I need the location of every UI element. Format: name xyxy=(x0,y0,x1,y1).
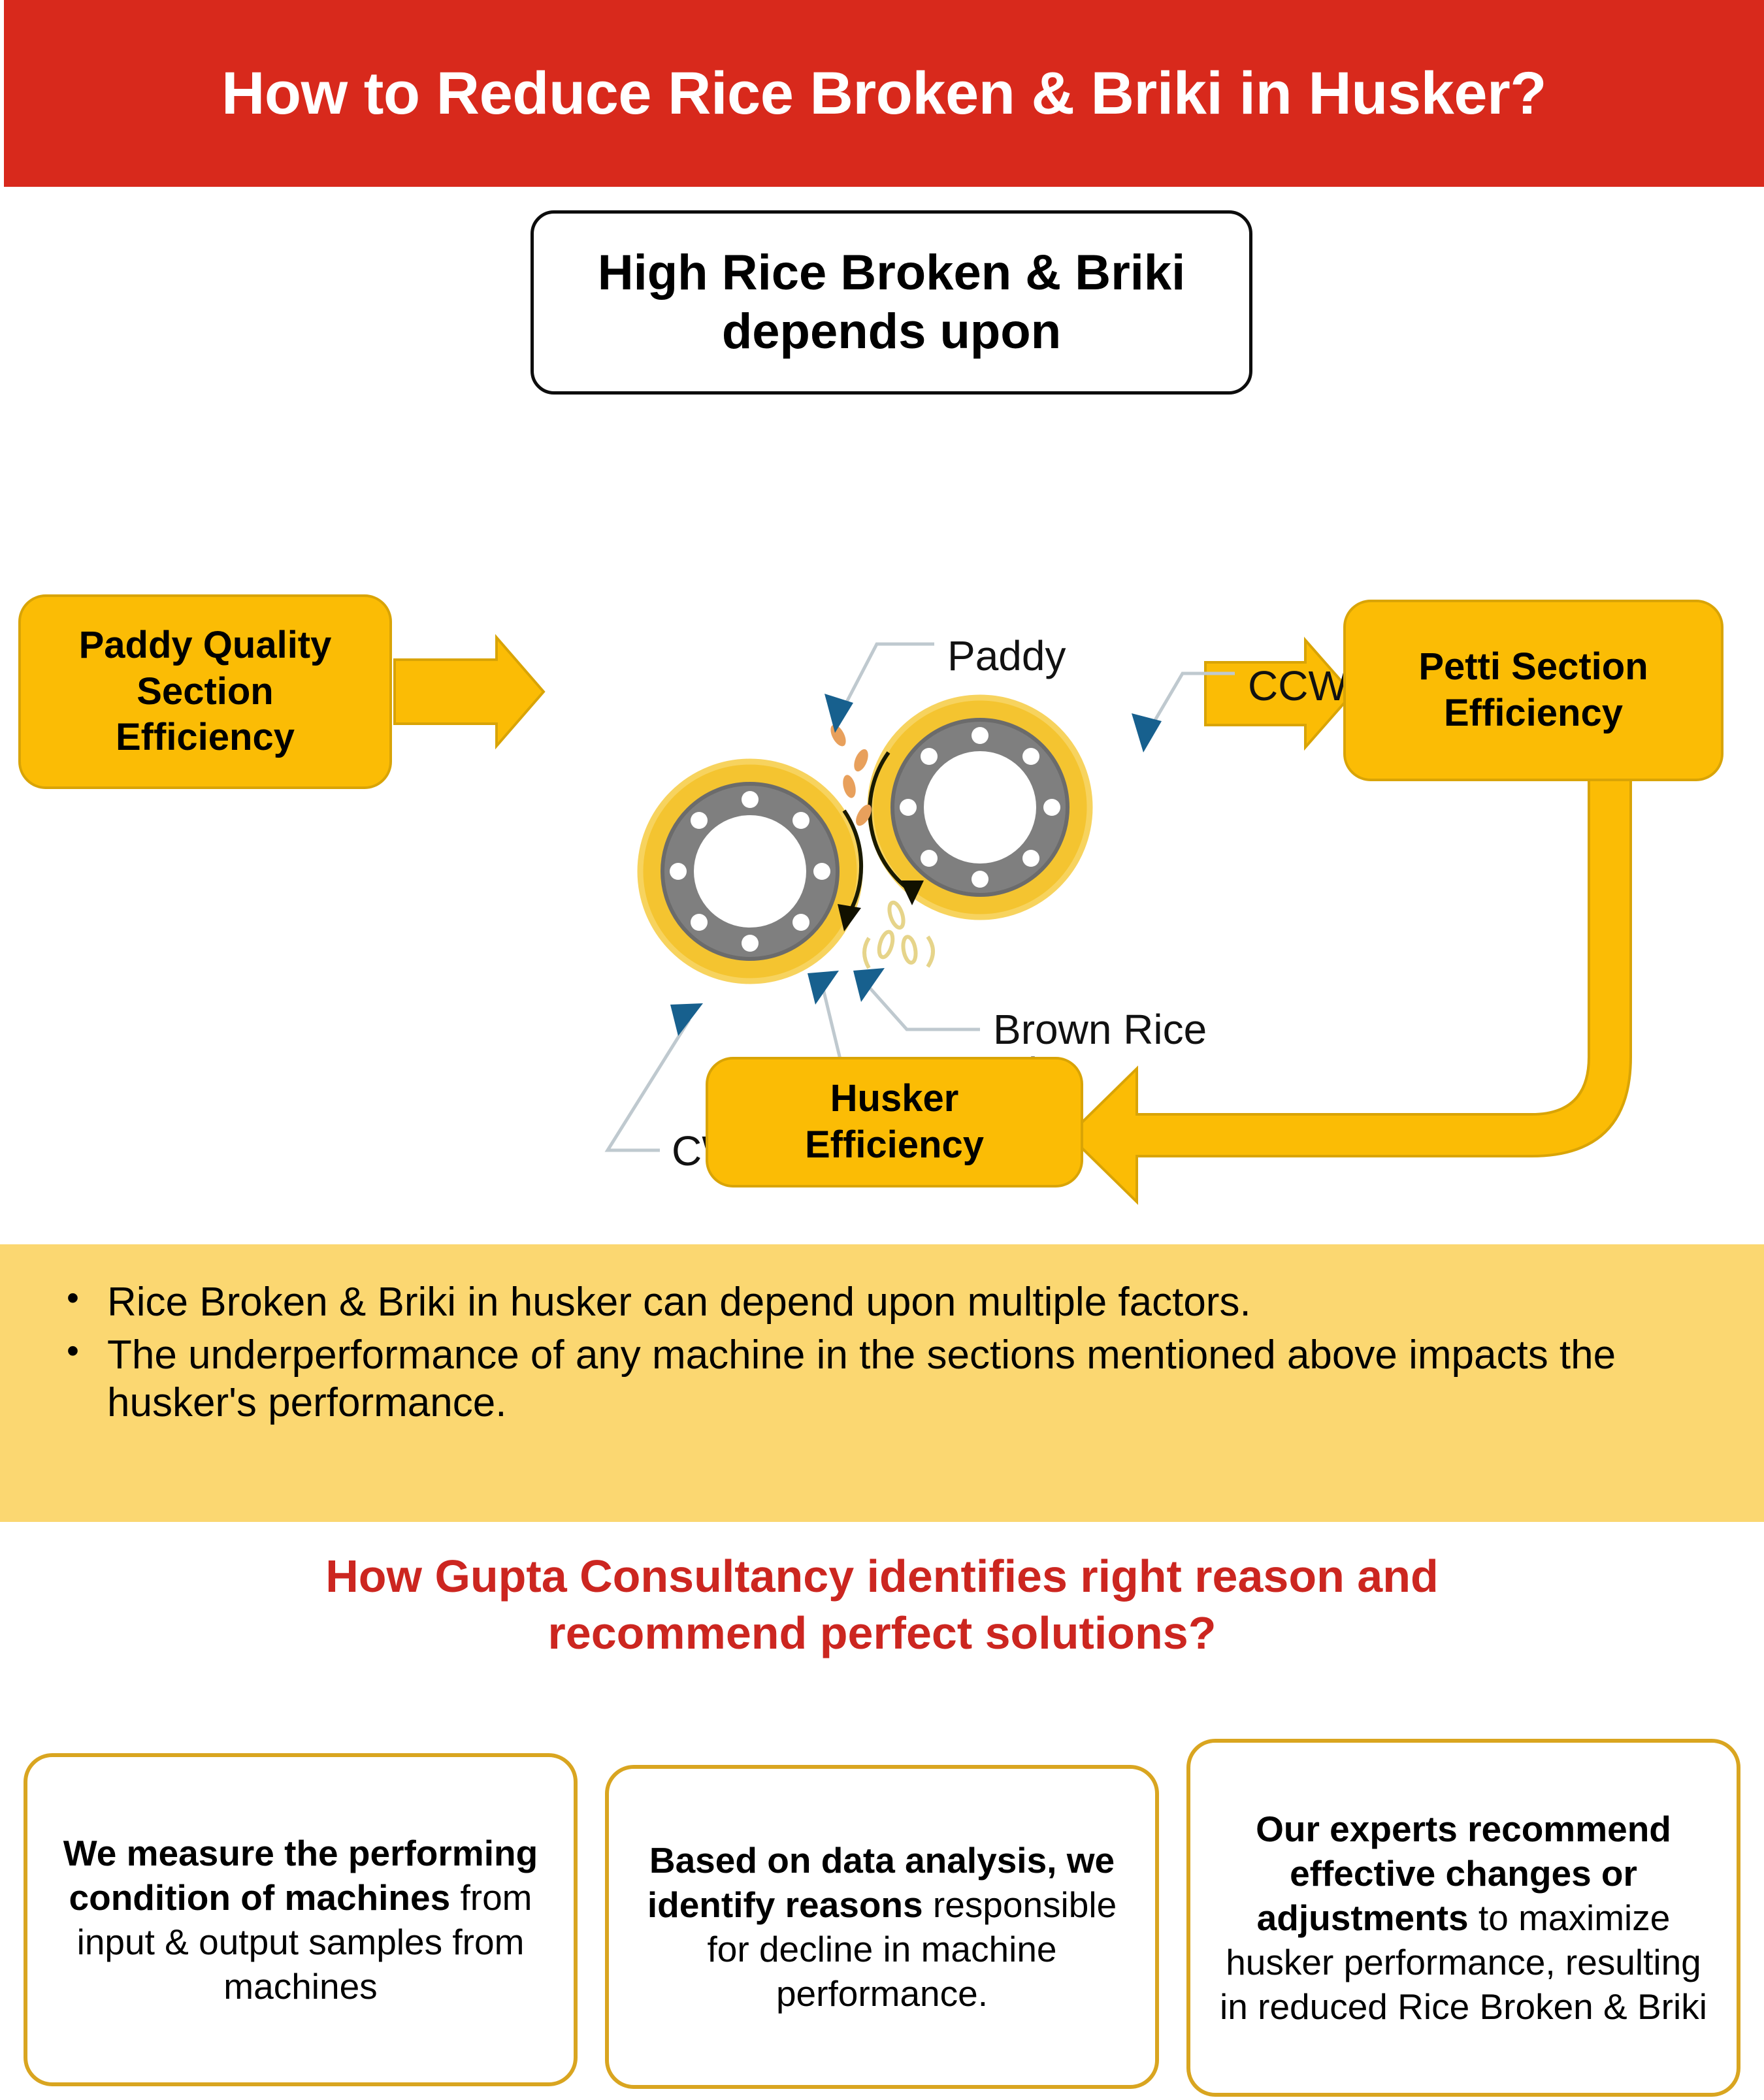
method-cards: We measure the performing condition of m… xyxy=(0,1730,1764,2097)
header-banner: How to Reduce Rice Broken & Briki in Hus… xyxy=(4,0,1764,187)
method-card-analyze[interactable]: Based on data analysis, we identify reas… xyxy=(605,1765,1159,2089)
husk-pointer-icon xyxy=(808,971,839,1005)
card-3-rest: to maximize husker performance, resultin… xyxy=(1220,1897,1707,2027)
husker-box-line-1: Husker xyxy=(830,1077,959,1120)
card-2-rest: responsible for decline in machine perfo… xyxy=(707,1884,1117,2014)
paddy-box-line-3: Efficiency xyxy=(116,716,295,759)
method-card-recommend[interactable]: Our experts recommend effective changes … xyxy=(1186,1739,1740,2097)
box-paddy-quality-section-efficiency[interactable]: Paddy Quality Section Efficiency xyxy=(18,594,392,789)
paddy-box-line-1: Paddy Quality xyxy=(78,623,332,666)
bullet-text-2: The underperformance of any machine in t… xyxy=(107,1333,1616,1426)
petti-box-line-1: Petti Section xyxy=(1418,645,1648,688)
method-card-measure[interactable]: We measure the performing condition of m… xyxy=(24,1753,578,2086)
petti-box-line-2: Efficiency xyxy=(1444,692,1623,734)
depends-line-2: depends upon xyxy=(721,304,1062,359)
paddy-pointer-icon xyxy=(825,694,853,733)
ccw-roller-pointer-icon xyxy=(1132,713,1162,752)
label-paddy: Paddy xyxy=(947,632,1066,679)
pointer-arrowheads xyxy=(670,694,1162,1036)
list-item: • Rice Broken & Briki in husker can depe… xyxy=(56,1278,1708,1326)
arrow-paddy-to-rollers xyxy=(393,634,546,750)
arrow-petti-to-husker xyxy=(1067,777,1632,1205)
sub-heading-line-2: recommend perfect solutions? xyxy=(547,1607,1217,1658)
cw-roller-pointer-icon xyxy=(670,1003,703,1036)
depends-upon-box: High Rice Broken & Briki depends upon xyxy=(531,210,1252,395)
bullet-marker-icon: • xyxy=(67,1278,79,1317)
husker-box-line-2: Efficiency xyxy=(805,1123,984,1166)
card-2-bold: Based on data analysis, we identify reas… xyxy=(647,1839,1115,1925)
ccw-rice-roller-graphic xyxy=(867,694,1093,920)
box-petti-section-efficiency[interactable]: Petti Section Efficiency xyxy=(1343,600,1723,781)
paddy-grains xyxy=(830,724,872,826)
arrow-rollers-to-petti xyxy=(1204,636,1354,751)
husk-output-grains xyxy=(862,900,935,969)
cw-rice-roller-graphic xyxy=(637,758,864,984)
label-brown-rice: Brown Rice xyxy=(993,1006,1207,1053)
sub-heading: How Gupta Consultancy identifies right r… xyxy=(0,1548,1764,1662)
bullet-text-1: Rice Broken & Briki in husker can depend… xyxy=(107,1280,1251,1325)
depends-line-1: High Rice Broken & Briki xyxy=(597,245,1186,301)
paddy-box-line-2: Section xyxy=(137,670,274,713)
card-3-bold: Our experts recommend effective changes … xyxy=(1256,1808,1671,1938)
list-item: • The underperformance of any machine in… xyxy=(56,1331,1708,1427)
brown-rice-pointer-icon xyxy=(853,968,885,1002)
diagram-section: High Rice Broken & Briki depends upon xyxy=(0,187,1764,1244)
bullet-marker-icon: • xyxy=(67,1331,79,1371)
card-1-bold: We measure the performing condition of m… xyxy=(63,1832,538,1918)
sub-heading-line-1: How Gupta Consultancy identifies right r… xyxy=(325,1551,1439,1602)
page-title: How to Reduce Rice Broken & Briki in Hus… xyxy=(221,59,1547,127)
bullet-band: • Rice Broken & Briki in husker can depe… xyxy=(0,1244,1764,1522)
box-husker-efficiency[interactable]: Husker Efficiency xyxy=(706,1057,1083,1187)
card-1-rest: from input & output samples from machine… xyxy=(76,1877,532,2007)
